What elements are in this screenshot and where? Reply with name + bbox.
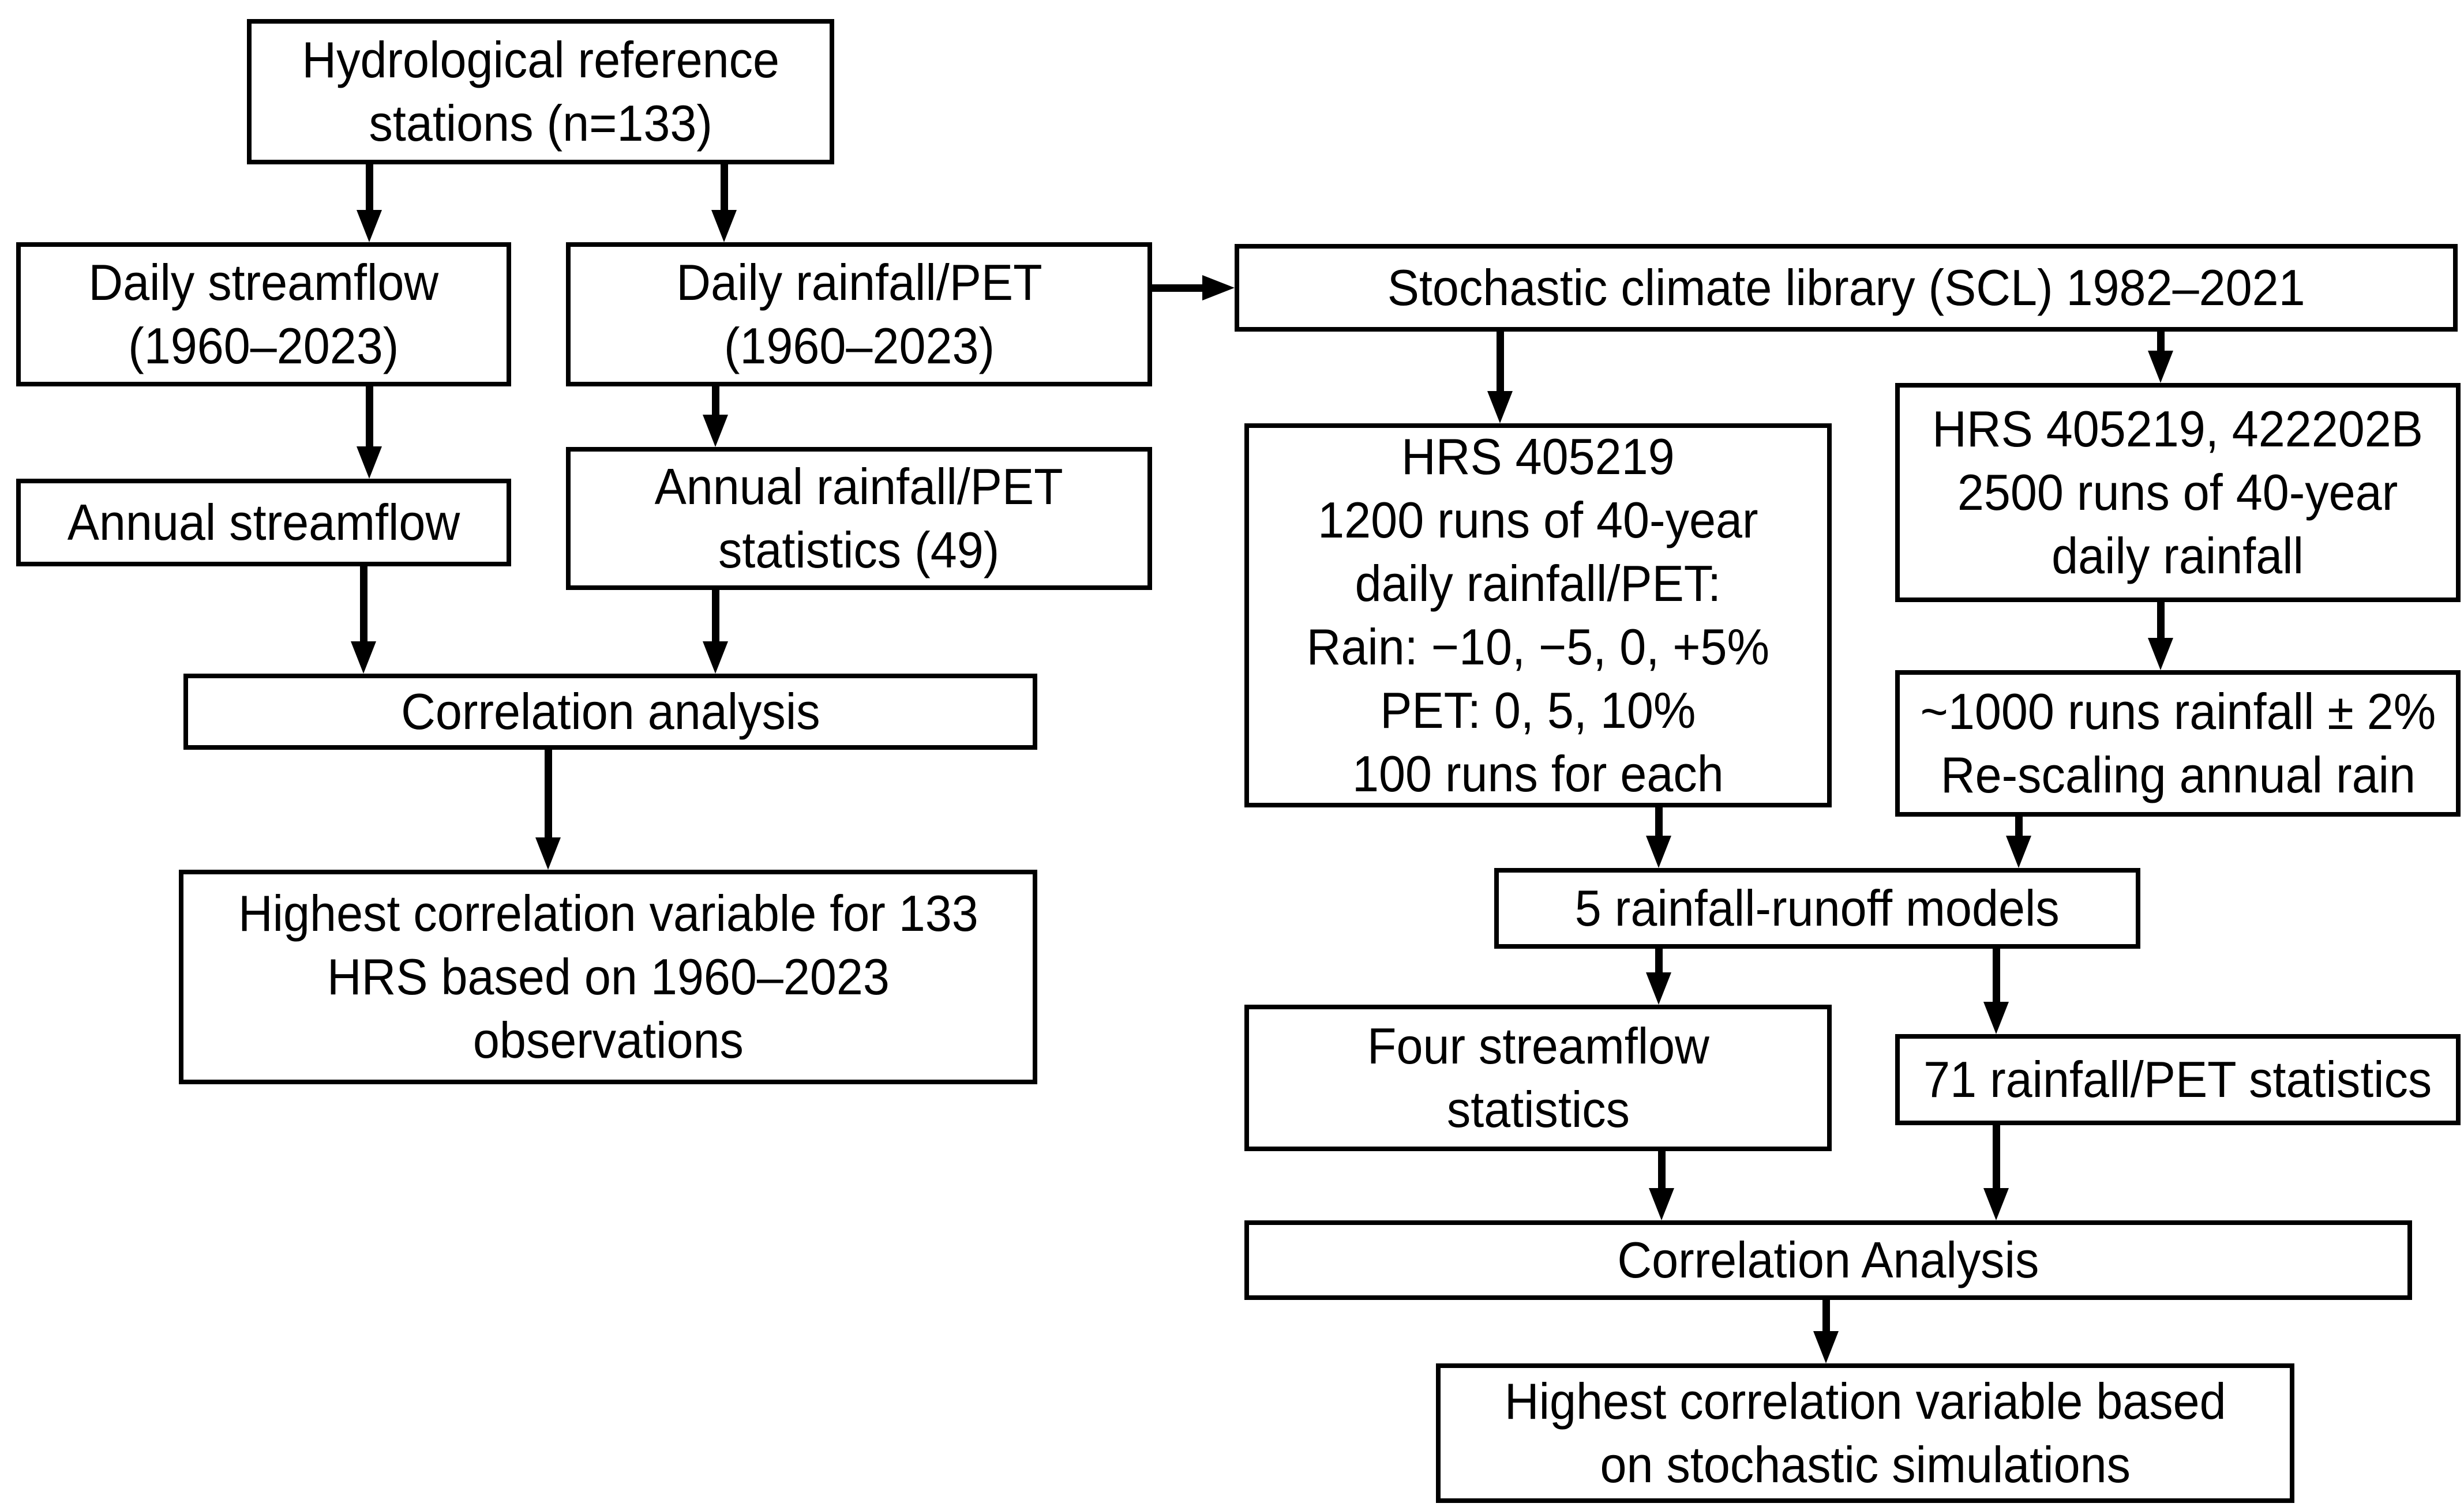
arrow-shaft	[1152, 284, 1202, 292]
arrow-head-icon	[351, 641, 376, 674]
arrow-shaft	[359, 566, 367, 641]
arrow-shaft	[2157, 332, 2165, 351]
arrow-shaft	[1992, 949, 2000, 1002]
node-label: Annual streamflow	[67, 494, 460, 551]
arrow-shaft	[1496, 332, 1504, 391]
edge-hydro-ref-to-daily-streamflow	[355, 164, 383, 242]
node-hrs-2500-runs: HRS 405219, 422202B 2500 runs of 40-year…	[1895, 383, 2461, 602]
node-hrs-405219-runs: HRS 405219 1200 runs of 40-year daily ra…	[1244, 423, 1832, 807]
arrow-shaft	[1657, 1151, 1666, 1188]
edge-daily-rainfall-pet-to-annual-rainfall-pet-stats	[702, 386, 729, 447]
node-highest-correlation-stochastic: Highest correlation variable based on st…	[1436, 1363, 2294, 1503]
node-71-rainfall-pet-statistics: 71 rainfall/PET statistics	[1895, 1034, 2461, 1125]
arrow-head-icon	[1646, 972, 1671, 1005]
arrow-shaft	[365, 386, 373, 446]
arrow-head-icon	[711, 210, 737, 242]
edge-rr-models-to-four-streamflow-stats	[1645, 949, 1672, 1005]
node-daily-rainfall-pet: Daily rainfall/PET (1960–2023)	[566, 242, 1152, 386]
arrow-head-icon	[2148, 638, 2173, 670]
arrow-head-icon	[1983, 1188, 2009, 1220]
edge-rr-models-to-71-stats	[1982, 949, 2010, 1034]
arrow-shaft	[544, 750, 552, 837]
edge-scl-to-hrs-2500-runs	[2147, 332, 2174, 383]
arrow-shaft	[1655, 949, 1663, 972]
arrow-head-icon	[2006, 836, 2031, 868]
node-annual-rainfall-pet-statistics: Annual rainfall/PET statistics (49)	[566, 447, 1152, 590]
node-label: Hydrological reference stations (n=133)	[302, 31, 779, 152]
edge-hydro-ref-to-daily-rainfall-pet	[710, 164, 738, 242]
node-1000-runs-rescaling: ~1000 runs rainfall ± 2% Re-scaling annu…	[1895, 670, 2461, 817]
node-correlation-analysis-observed: Correlation analysis	[183, 674, 1037, 750]
node-label: Daily rainfall/PET (1960–2023)	[676, 254, 1042, 374]
node-label: ~1000 runs rainfall ± 2% Re-scaling annu…	[1920, 683, 2436, 803]
node-label: Highest correlation variable based on st…	[1504, 1373, 2226, 1493]
arrow-head-icon	[357, 446, 382, 479]
node-correlation-analysis-stochastic: Correlation Analysis	[1244, 1220, 2412, 1300]
edge-annual-rainfall-pet-stats-to-correlation-analysis-obs	[702, 590, 729, 674]
arrow-head-icon	[1649, 1188, 1674, 1220]
node-label: 71 rainfall/PET statistics	[1923, 1051, 2432, 1108]
arrow-head-icon	[1983, 1002, 2009, 1034]
edge-correlation-analysis-obs-to-highest-corr-obs	[534, 750, 562, 870]
arrow-shaft	[711, 386, 719, 415]
arrow-shaft	[711, 590, 719, 641]
arrow-head-icon	[1646, 836, 1671, 868]
edge-four-streamflow-stats-to-correlation-analysis-stoch	[1648, 1151, 1675, 1220]
arrow-shaft	[2157, 602, 2165, 638]
edge-71-stats-to-correlation-analysis-stoch	[1982, 1125, 2010, 1220]
arrow-shaft	[1655, 807, 1663, 836]
arrow-head-icon	[2148, 351, 2173, 383]
arrow-shaft	[2015, 817, 2023, 836]
arrow-shaft	[720, 164, 728, 210]
node-four-streamflow-statistics: Four streamflow statistics	[1244, 1005, 1832, 1151]
node-label: 5 rainfall-runoff models	[1575, 880, 2060, 937]
node-label: Highest correlation variable for 133 HRS…	[238, 885, 978, 1069]
edge-daily-rainfall-pet-to-scl	[1152, 274, 1235, 302]
arrow-shaft	[365, 164, 373, 210]
node-annual-streamflow: Annual streamflow	[16, 479, 511, 566]
arrow-head-icon	[1487, 391, 1513, 423]
arrow-head-icon	[703, 641, 728, 674]
edge-runs-1000-to-rr-models	[2005, 817, 2032, 868]
node-highest-correlation-observations: Highest correlation variable for 133 HRS…	[179, 870, 1037, 1084]
node-label: Annual rainfall/PET statistics (49)	[654, 458, 1064, 578]
edge-daily-streamflow-to-annual-streamflow	[355, 386, 383, 479]
arrow-head-icon	[1813, 1331, 1839, 1363]
edge-annual-streamflow-to-correlation-analysis-obs	[350, 566, 377, 674]
arrow-head-icon	[703, 415, 728, 447]
node-rainfall-runoff-models: 5 rainfall-runoff models	[1494, 868, 2140, 949]
node-label: Daily streamflow (1960–2023)	[88, 254, 439, 374]
node-hydrological-reference-stations: Hydrological reference stations (n=133)	[247, 19, 834, 164]
edge-correlation-analysis-stoch-to-highest-corr-stoch	[1812, 1300, 1840, 1363]
arrow-head-icon	[1202, 275, 1235, 300]
edge-hrs-405219-runs-to-rr-models	[1645, 807, 1672, 868]
arrow-shaft	[1822, 1300, 1830, 1331]
node-stochastic-climate-library: Stochastic climate library (SCL) 1982–20…	[1235, 244, 2458, 332]
edge-hrs-2500-runs-to-runs-1000	[2147, 602, 2174, 670]
edge-scl-to-hrs-405219-runs	[1486, 332, 1514, 423]
node-label: HRS 405219, 422202B 2500 runs of 40-year…	[1932, 400, 2424, 584]
node-label: Correlation Analysis	[1617, 1231, 2039, 1288]
node-label: HRS 405219 1200 runs of 40-year daily ra…	[1306, 428, 1770, 802]
arrow-shaft	[1992, 1125, 2000, 1188]
node-label: Correlation analysis	[400, 683, 820, 740]
arrow-head-icon	[357, 210, 382, 242]
node-label: Four streamflow statistics	[1367, 1017, 1709, 1138]
node-label: Stochastic climate library (SCL) 1982–20…	[1387, 259, 2305, 316]
arrow-head-icon	[535, 837, 561, 870]
node-daily-streamflow: Daily streamflow (1960–2023)	[16, 242, 511, 386]
